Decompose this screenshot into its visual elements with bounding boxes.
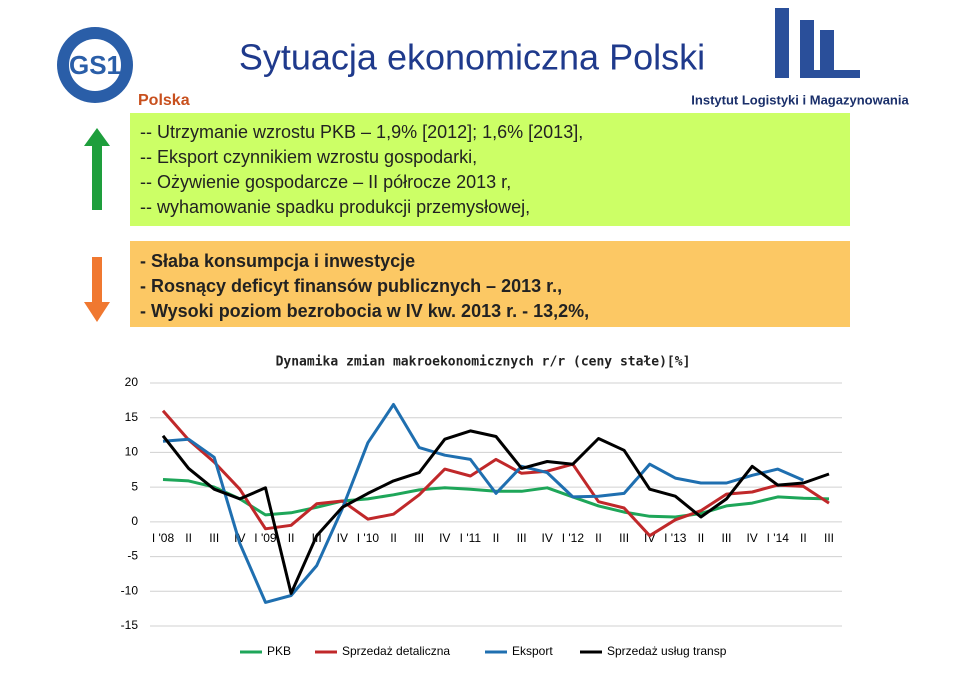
bullet: -- wyhamowanie spadku produkcji przemysł… xyxy=(140,197,530,217)
logo-caption: Instytut Logistyki i Magazynowania xyxy=(691,92,909,107)
chart-title: Dynamika zmian makroekonomicznych r/r (c… xyxy=(276,355,691,370)
x-tick-label: II xyxy=(288,531,295,545)
x-tick-label: I '13 xyxy=(664,531,687,545)
x-tick-label: IV xyxy=(234,531,245,545)
x-tick-label: II xyxy=(698,531,705,545)
x-tick-label: I '11 xyxy=(460,531,482,545)
x-tick-label: II xyxy=(493,531,500,545)
x-tick-label: I '09 xyxy=(254,531,277,545)
up-arrow xyxy=(84,128,110,210)
bullet: -- Utrzymanie wzrostu PKB – 1,9% [2012];… xyxy=(140,122,583,142)
x-tick-label: IV xyxy=(439,531,450,545)
legend-label: Eksport xyxy=(512,644,553,658)
logo-caption: Polska xyxy=(138,92,190,109)
slide-title: Sytuacja ekonomiczna Polski xyxy=(239,37,705,78)
x-tick-label: I '10 xyxy=(357,531,380,545)
logo-right: Instytut Logistyki i Magazynowania xyxy=(691,8,909,107)
legend-label: PKB xyxy=(267,644,291,658)
y-tick-label: 15 xyxy=(125,410,139,424)
series-line xyxy=(161,429,830,595)
x-tick-label: III xyxy=(517,531,527,545)
y-tick-label: -15 xyxy=(121,618,139,632)
bullet: - Wysoki poziom bezrobocia w IV kw. 2013… xyxy=(140,301,589,321)
y-tick-label: -10 xyxy=(121,583,139,597)
x-tick-label: IV xyxy=(746,531,757,545)
logo-left: GS1 Polska xyxy=(57,27,190,109)
y-tick-label: 5 xyxy=(131,479,138,493)
x-tick-label: III xyxy=(209,531,219,545)
y-tick-label: 10 xyxy=(125,445,139,459)
bullet: - Słaba konsumpcja i inwestycje xyxy=(140,251,415,271)
y-tick-label: 20 xyxy=(125,375,139,389)
x-tick-label: IV xyxy=(542,531,553,545)
logo-mark: GS1 xyxy=(69,50,121,80)
x-tick-label: II xyxy=(185,531,192,545)
series-line xyxy=(162,403,804,604)
x-tick-label: III xyxy=(414,531,424,545)
x-tick-label: III xyxy=(722,531,732,545)
legend-label: Sprzedaż detaliczna xyxy=(342,644,450,658)
y-tick-label: -5 xyxy=(127,549,138,563)
y-tick-label: 0 xyxy=(131,514,138,528)
x-tick-label: II xyxy=(595,531,602,545)
x-tick-label: III xyxy=(619,531,629,545)
negatives-box xyxy=(130,241,850,327)
positives-box xyxy=(130,113,850,226)
bullet: -- Eksport czynnikiem wzrostu gospodarki… xyxy=(140,147,477,167)
bullet: - Rosnący deficyt finansów publicznych –… xyxy=(140,276,562,296)
x-tick-label: IV xyxy=(337,531,348,545)
x-tick-label: II xyxy=(800,531,807,545)
x-tick-label: II xyxy=(390,531,397,545)
down-arrow xyxy=(84,257,110,322)
x-tick-label: I '14 xyxy=(767,531,790,545)
x-tick-label: III xyxy=(824,531,834,545)
x-tick-label: IV xyxy=(644,531,655,545)
legend-label: Sprzedaż usług transp xyxy=(607,644,727,658)
x-tick-label: I '08 xyxy=(152,531,175,545)
x-tick-label: I '12 xyxy=(562,531,585,545)
bullet: -- Ożywienie gospodarcze – II półrocze 2… xyxy=(140,172,511,192)
